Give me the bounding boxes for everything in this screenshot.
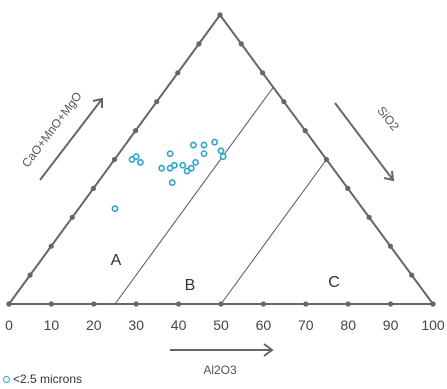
legend: <2.5 microns	[3, 372, 82, 386]
data-point	[200, 141, 208, 149]
bottom-axis-tick-labels: 0 10 20 30 40 50 60 70 80 90 100	[5, 317, 445, 333]
data-point	[170, 161, 178, 169]
bottom-tick-label: 90	[383, 317, 399, 333]
left-tick-dot	[6, 301, 12, 307]
bottom-tick-dot	[133, 301, 139, 307]
bottom-tick-label: 40	[171, 317, 187, 333]
data-point	[137, 158, 144, 166]
right-tick-dot	[345, 185, 351, 191]
right-tick-dot	[366, 214, 372, 220]
data-point	[111, 205, 119, 213]
left-tick-dot	[90, 185, 96, 191]
data-point	[190, 141, 197, 149]
bottom-tick-label: 100	[421, 317, 445, 333]
data-point	[179, 161, 187, 169]
right-tick-dot	[217, 12, 223, 18]
bottom-tick-dot	[303, 301, 309, 307]
bottom-tick-dot	[48, 301, 55, 307]
data-point	[166, 150, 174, 158]
bottom-tick-label: 30	[128, 317, 144, 333]
axis-tick-dots	[6, 12, 436, 307]
data-point	[217, 147, 225, 155]
right-axis-arrow	[334, 102, 395, 182]
bottom-tick-label: 70	[298, 317, 314, 333]
right-tick-dot	[430, 301, 436, 307]
region-boundary-line-2	[220, 159, 327, 305]
right-tick-dot	[281, 99, 287, 105]
bottom-tick-label: 80	[340, 317, 356, 333]
data-points	[111, 138, 227, 213]
bottom-tick-dot	[91, 301, 97, 307]
region-label-c: C	[328, 274, 340, 291]
region-boundaries	[114, 86, 327, 305]
right-tick-dot	[260, 70, 266, 76]
left-tick-dot	[48, 243, 54, 249]
data-point	[187, 164, 195, 172]
left-tick-dot	[175, 70, 181, 76]
left-tick-dot	[133, 128, 139, 134]
data-point	[158, 164, 166, 172]
bottom-tick-label: 10	[44, 317, 60, 333]
data-point	[168, 179, 176, 187]
region-boundary-line-1	[114, 86, 274, 305]
legend-label: <2.5 microns	[13, 372, 83, 386]
data-point	[192, 158, 199, 166]
bottom-axis-arrow	[170, 343, 274, 357]
bottom-tick-dot	[176, 301, 182, 307]
bottom-tick-label: 60	[256, 317, 272, 333]
right-tick-dot	[323, 156, 330, 163]
bottom-tick-label: 0	[5, 317, 13, 333]
data-point	[200, 150, 208, 158]
legend-marker-icon	[3, 375, 10, 383]
bottom-tick-dot	[218, 301, 224, 307]
region-label-b: B	[185, 277, 196, 294]
left-axis-arrow	[39, 97, 103, 181]
right-tick-dot	[387, 243, 393, 249]
bottom-tick-label: 50	[213, 317, 229, 333]
right-tick-dot	[238, 41, 244, 47]
right-tick-dot	[302, 128, 308, 134]
right-axis-title: SiO2	[374, 104, 402, 134]
region-label-a: A	[111, 252, 122, 269]
left-tick-dot	[27, 272, 33, 278]
bottom-tick-dot	[260, 301, 266, 307]
left-axis-title: CaO+MnO+MgO	[19, 89, 85, 170]
bottom-tick-label: 20	[86, 317, 102, 333]
left-tick-dot	[111, 156, 118, 163]
bottom-axis-title: Al2O3	[203, 363, 237, 377]
left-tick-dot	[196, 41, 202, 47]
bottom-tick-dot	[388, 301, 394, 307]
bottom-tick-dot	[345, 301, 351, 307]
data-point	[211, 138, 219, 146]
right-tick-dot	[409, 272, 415, 278]
left-tick-dot	[154, 99, 160, 105]
data-point	[219, 153, 227, 161]
data-point	[132, 153, 140, 161]
left-tick-dot	[69, 214, 75, 220]
